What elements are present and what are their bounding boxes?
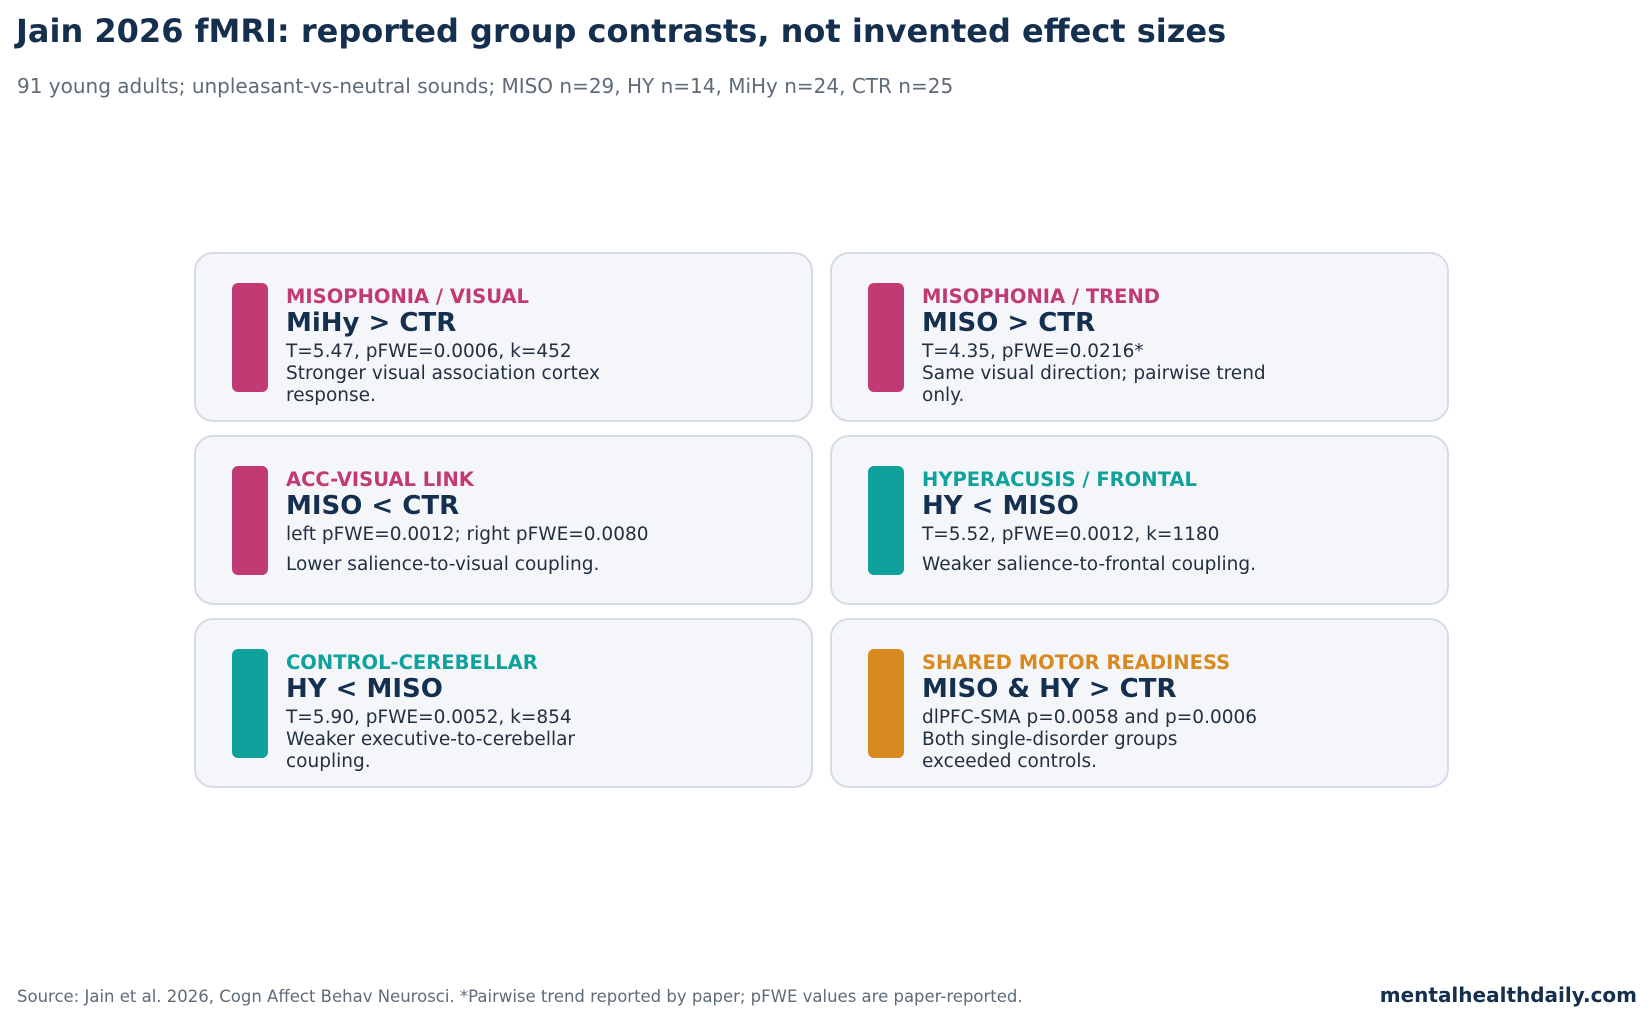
card-stats: T=5.47, pFWE=0.0006, k=452 [286,341,572,362]
card-category: MISOPHONIA / VISUAL [286,285,529,308]
card-contrast: HY < MISO [922,491,1079,521]
card-contrast: MiHy > CTR [286,308,457,338]
card-accent-bar [232,466,268,575]
card-stats: left pFWE=0.0012; right pFWE=0.0080 [286,524,649,545]
contrast-card-control-cerebellar: CONTROL-CEREBELLAR HY < MISO T=5.90, pFW… [194,618,813,788]
card-stats: T=5.52, pFWE=0.0012, k=1180 [922,524,1220,545]
card-stats: T=5.90, pFWE=0.0052, k=854 [286,707,572,728]
card-note: Weaker salience-to-frontal coupling. [922,554,1256,575]
card-category: CONTROL-CEREBELLAR [286,651,538,674]
contrast-card-misophonia-trend: MISOPHONIA / TREND MISO > CTR T=4.35, pF… [830,252,1449,422]
card-category: SHARED MOTOR READINESS [922,651,1231,674]
card-stats: T=4.35, pFWE=0.0216* [922,341,1144,362]
contrast-card-hyperacusis-frontal: HYPERACUSIS / FRONTAL HY < MISO T=5.52, … [830,435,1449,605]
page-subtitle: 91 young adults; unpleasant-vs-neutral s… [17,74,954,98]
card-contrast: HY < MISO [286,674,443,704]
card-note: Stronger visual association cortex respo… [286,363,600,406]
card-category: ACC-VISUAL LINK [286,468,474,491]
contrast-card-misophonia-visual: MISOPHONIA / VISUAL MiHy > CTR T=5.47, p… [194,252,813,422]
page-title: Jain 2026 fMRI: reported group contrasts… [16,12,1227,50]
card-accent-bar [868,466,904,575]
card-note: Lower salience-to-visual coupling. [286,554,600,575]
card-note: Both single-disorder groups exceeded con… [922,729,1178,772]
card-contrast: MISO > CTR [922,308,1096,338]
card-contrast: MISO & HY > CTR [922,674,1177,704]
card-category: HYPERACUSIS / FRONTAL [922,468,1197,491]
contrast-card-shared-motor-readiness: SHARED MOTOR READINESS MISO & HY > CTR d… [830,618,1449,788]
card-accent-bar [232,283,268,392]
card-note: Same visual direction; pairwise trend on… [922,363,1266,406]
card-accent-bar [868,649,904,758]
card-category: MISOPHONIA / TREND [922,285,1160,308]
card-contrast: MISO < CTR [286,491,460,521]
source-note: Source: Jain et al. 2026, Cogn Affect Be… [17,987,1023,1006]
card-accent-bar [868,283,904,392]
card-accent-bar [232,649,268,758]
contrast-card-acc-visual-link: ACC-VISUAL LINK MISO < CTR left pFWE=0.0… [194,435,813,605]
card-stats: dlPFC-SMA p=0.0058 and p=0.0006 [922,707,1258,728]
card-note: Weaker executive-to-cerebellar coupling. [286,729,576,772]
brand-logo-text: mentalhealthdaily.com [1379,983,1637,1007]
